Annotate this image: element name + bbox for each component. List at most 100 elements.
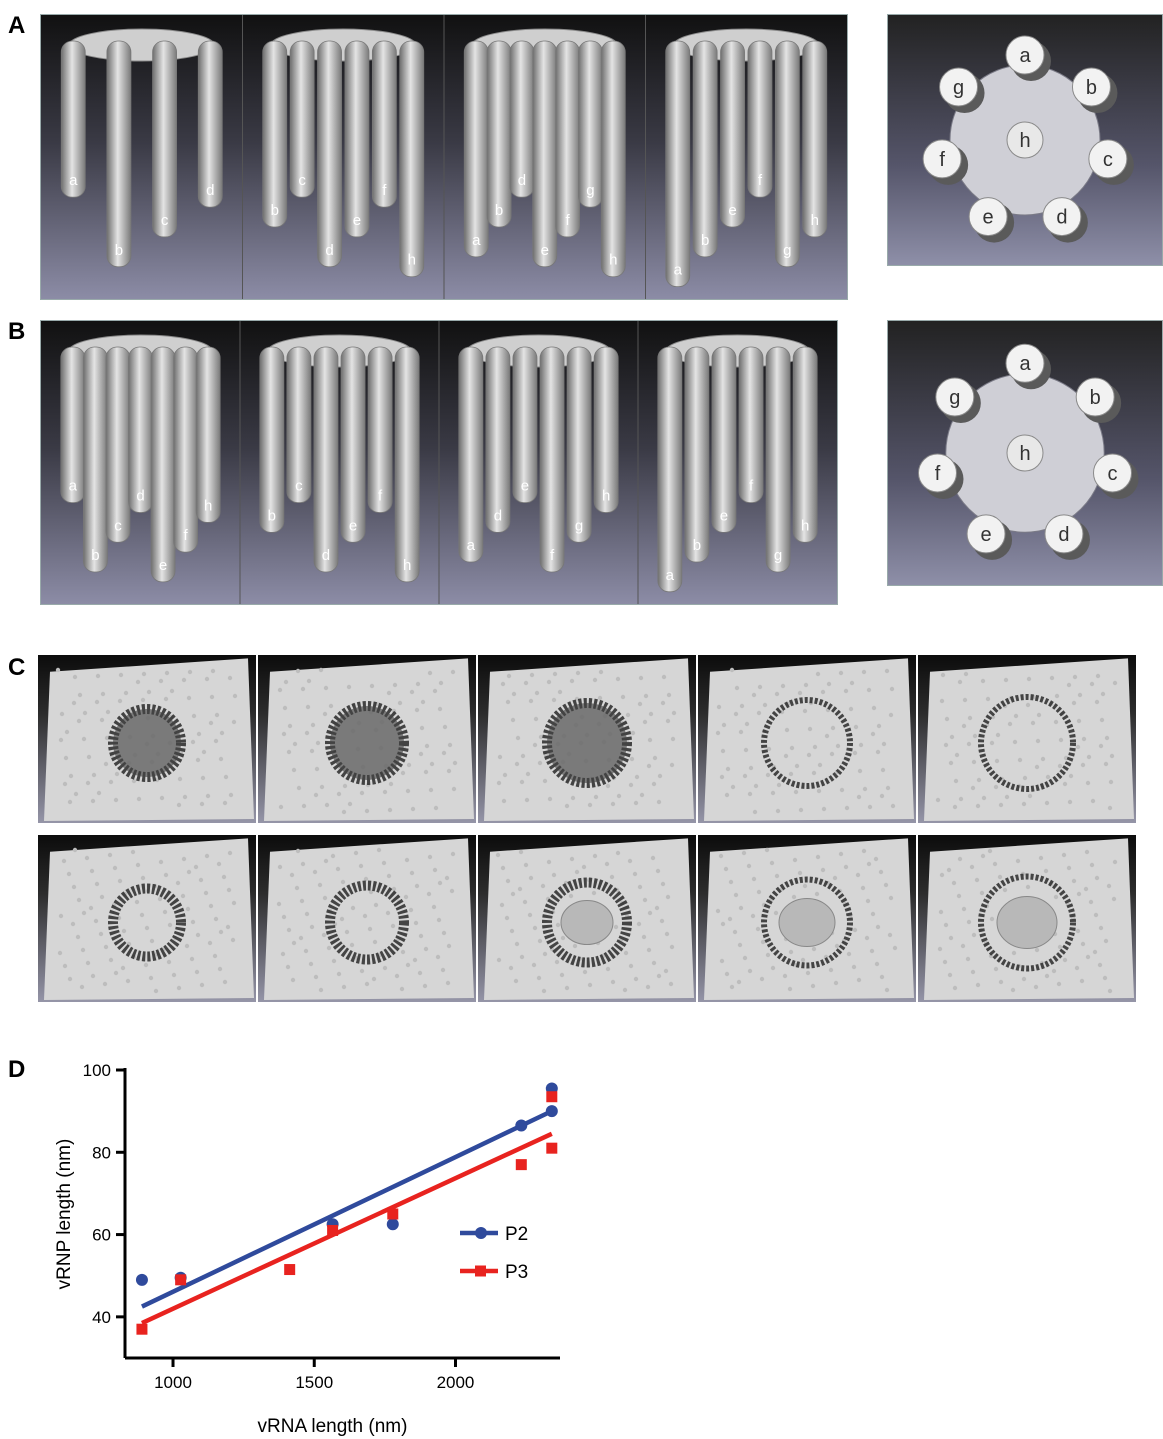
panel-d-chart: 40 60 80 100 1000 1500 2000 vRNA length (nm) vRN… xyxy=(54,1061,560,1437)
panel-a-segment-label: h xyxy=(408,252,416,269)
panel-b-segment-label: f xyxy=(749,478,754,495)
data-point-p3 xyxy=(546,1091,558,1103)
tomogram-slice xyxy=(258,655,476,823)
panel-a-segment-label: f xyxy=(758,172,763,189)
panel-d-label: D xyxy=(8,1056,26,1083)
panel-b-segment-label: c xyxy=(295,478,303,495)
panel-b-segment-label: e xyxy=(521,478,529,495)
panel-a-segment-label: g xyxy=(783,242,791,259)
panel-b-segment-label: h xyxy=(403,557,411,574)
tomogram-slice xyxy=(918,655,1136,823)
panel-b-top-segment-label: d xyxy=(1058,524,1069,546)
data-point-p3 xyxy=(327,1224,339,1236)
panel-b-top-render: a b c d e f g h xyxy=(917,343,1139,560)
tomogram-slice xyxy=(478,655,696,823)
data-point-p3 xyxy=(175,1274,187,1286)
panel-a-side-view-1: a b c d xyxy=(60,28,223,268)
panel-b-top-segment-label: h xyxy=(1019,443,1030,465)
panel-b-segment-label: e xyxy=(720,507,728,524)
tomogram-slice xyxy=(38,655,256,823)
panel-b-side-view-1: a bcd efh xyxy=(60,334,221,583)
data-point-p3 xyxy=(387,1208,399,1220)
data-point-p2 xyxy=(135,1273,148,1286)
panel-a-segment-label: d xyxy=(325,242,333,259)
panel-b-segment-label: e xyxy=(349,517,357,534)
panel-b-segment-label: b xyxy=(268,507,276,524)
panel-b-side-view-4: a b e f g h xyxy=(637,321,818,604)
tomogram-slice xyxy=(698,835,916,1002)
fit-line-p2 xyxy=(140,1109,553,1309)
data-point-p2 xyxy=(515,1119,528,1132)
panel-b-segment-label: c xyxy=(114,517,122,534)
panel-a-segment-label: b xyxy=(271,202,279,219)
panel-a-top-view: a b c d e f g h xyxy=(887,14,1163,266)
panel-a-side-view-4: a b e f g h xyxy=(645,15,828,299)
y-axis-title: vRNP length (nm) xyxy=(54,1139,75,1290)
panel-b-segment-label: g xyxy=(575,517,583,534)
panel-a-segment-label: f xyxy=(382,182,387,199)
panel-a-top-segment-label: h xyxy=(1019,130,1030,152)
panel-b-top-segment-label: a xyxy=(1019,353,1031,375)
y-tick-label: 100 xyxy=(83,1061,111,1080)
panel-b-segment-label: e xyxy=(159,557,167,574)
panel-b-segment-label: f xyxy=(378,488,383,505)
panel-b-segment-label: a xyxy=(69,478,78,495)
panel-a-side-view-2: b c d e f h xyxy=(242,15,425,299)
tomogram-slice xyxy=(38,835,256,1002)
panel-b-segment-label: h xyxy=(204,497,212,514)
panel-a-segment-label: e xyxy=(353,212,361,229)
tomogram-slice xyxy=(478,835,696,1002)
legend-label-p3: P3 xyxy=(505,1262,528,1283)
data-point-p3 xyxy=(546,1142,558,1154)
x-tick-label: 2000 xyxy=(437,1373,475,1392)
panel-a-top-segment-label: g xyxy=(953,77,964,99)
panel-a-segment-label: b xyxy=(495,202,503,219)
panel-b-segment-label: h xyxy=(602,488,610,505)
y-tick-label: 80 xyxy=(92,1143,111,1162)
panel-b-segment-label: b xyxy=(91,547,99,564)
legend-marker-p2 xyxy=(475,1227,487,1239)
panel-a-segment-label: e xyxy=(541,242,549,259)
panel-a-segment-label: b xyxy=(115,242,123,259)
panel-a-segment-label: f xyxy=(566,212,571,229)
panel-b-segment-label: d xyxy=(494,507,502,524)
panel-a-top-render: a b c d e f g h xyxy=(922,35,1134,243)
panel-b-segment-label: b xyxy=(693,537,701,554)
panel-b-side-view-3: a d e f g h xyxy=(438,321,619,604)
panel-b-segment-label: d xyxy=(136,488,144,505)
panel-b-top-segment-label: f xyxy=(935,463,941,485)
x-tick-label: 1000 xyxy=(154,1373,192,1392)
panel-b-segment-label: a xyxy=(666,567,675,584)
panel-a-segment-label: d xyxy=(518,172,526,189)
panel-a-top-segment-label: f xyxy=(939,149,945,171)
panel-b-top-view: a b c d e f g h xyxy=(887,320,1163,586)
panel-a-segment-label: a xyxy=(472,232,481,249)
panel-b-top-segment-label: g xyxy=(949,387,960,409)
panel-b-segment-label: f xyxy=(550,547,555,564)
panel-b-segment-label: h xyxy=(801,517,809,534)
panel-b-segment-label: g xyxy=(774,547,782,564)
tomogram-slice xyxy=(918,835,1136,1002)
panel-a-side-view-3: abd efg h xyxy=(443,15,626,299)
tomogram-slice xyxy=(258,835,476,1002)
panel-a-top-segment-label: a xyxy=(1019,45,1031,67)
x-tick-label: 1500 xyxy=(295,1373,333,1392)
y-tick-label: 60 xyxy=(92,1226,111,1245)
data-point-p3 xyxy=(515,1159,527,1171)
panel-a-segment-label: e xyxy=(728,202,736,219)
panel-a-segment-label: d xyxy=(206,182,214,199)
panel-b-segment-label: d xyxy=(322,547,330,564)
panel-a-segment-label: a xyxy=(69,172,78,189)
tomogram-slice xyxy=(698,655,916,823)
panel-a-top-segment-label: b xyxy=(1086,77,1097,99)
panel-a-segment-label: h xyxy=(811,212,819,229)
data-point-p2 xyxy=(545,1105,558,1118)
data-point-p2 xyxy=(386,1218,399,1231)
panel-b-top-segment-label: c xyxy=(1108,463,1118,485)
data-point-p3 xyxy=(284,1264,296,1276)
panel-b-top-segment-label: b xyxy=(1090,387,1101,409)
